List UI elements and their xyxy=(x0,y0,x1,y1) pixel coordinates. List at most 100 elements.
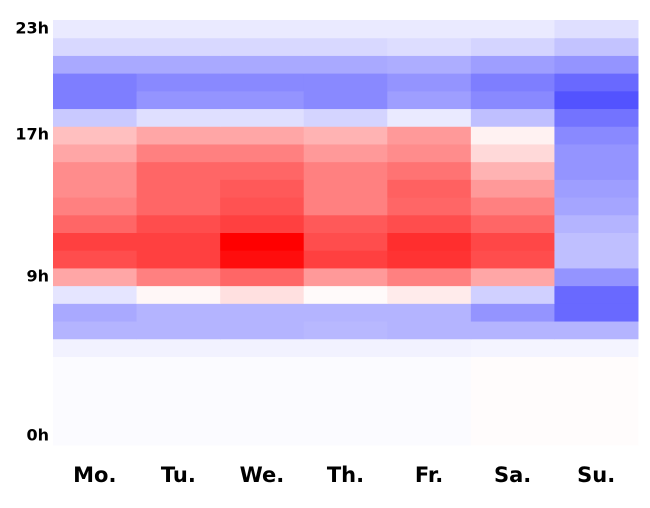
heat-cell xyxy=(303,126,388,145)
x-tick-label: Sa. xyxy=(494,463,531,487)
heat-cell xyxy=(303,232,388,251)
heat-cell xyxy=(220,267,305,287)
heat-cell xyxy=(554,267,639,287)
heat-cell xyxy=(554,214,639,233)
heat-cell xyxy=(554,20,639,39)
x-tick-label: Tu. xyxy=(161,463,196,487)
heat-cell xyxy=(554,356,639,375)
heat-cell xyxy=(136,285,221,304)
heat-cell xyxy=(136,179,221,198)
heat-cell xyxy=(470,356,555,375)
heat-cell xyxy=(220,250,305,269)
heat-cell xyxy=(220,37,305,56)
heat-cell xyxy=(470,232,555,251)
heat-cell xyxy=(303,338,388,357)
heat-cell xyxy=(136,303,221,322)
heat-cell xyxy=(554,73,639,92)
heat-cell xyxy=(220,20,305,39)
heat-cell xyxy=(554,391,639,411)
heat-cell xyxy=(53,90,138,110)
heat-cell xyxy=(136,267,221,287)
heat-cell xyxy=(554,108,639,127)
heat-cell xyxy=(53,427,138,446)
y-tick-label: 9h xyxy=(26,266,49,285)
heat-cell xyxy=(220,374,305,393)
heat-cell xyxy=(387,143,472,163)
heat-cell xyxy=(470,20,555,39)
heat-cell xyxy=(387,73,472,92)
heat-cell xyxy=(136,126,221,145)
heat-cell xyxy=(53,391,138,411)
heat-cell xyxy=(387,232,472,251)
heat-cell xyxy=(303,409,388,428)
heat-cell xyxy=(136,197,221,216)
heat-cell xyxy=(303,161,388,180)
heat-cell xyxy=(53,214,138,233)
heat-cell xyxy=(303,143,388,163)
heat-cell xyxy=(387,161,472,180)
heat-cell xyxy=(470,214,555,233)
heat-cell xyxy=(303,37,388,56)
heat-cell xyxy=(220,303,305,322)
heat-cell xyxy=(470,374,555,393)
heat-cell xyxy=(554,303,639,322)
heat-cell xyxy=(554,321,639,340)
heat-cell xyxy=(387,374,472,393)
heat-cell xyxy=(554,143,639,163)
heat-cell xyxy=(387,108,472,127)
heat-cell xyxy=(136,409,221,428)
heat-cell xyxy=(554,250,639,269)
heat-cell xyxy=(554,374,639,393)
heat-cell xyxy=(387,409,472,428)
heat-cell xyxy=(136,55,221,74)
heat-cell xyxy=(136,37,221,56)
heat-cell xyxy=(53,179,138,198)
heat-cell xyxy=(387,20,472,39)
heat-cell xyxy=(470,285,555,304)
heat-cell xyxy=(554,232,639,251)
heat-cell xyxy=(470,179,555,198)
heat-cell xyxy=(136,321,221,340)
heat-cell xyxy=(136,391,221,411)
heat-cell xyxy=(220,73,305,92)
heat-cell xyxy=(220,232,305,251)
heat-cell xyxy=(53,232,138,251)
heat-cell xyxy=(387,285,472,304)
heat-cell xyxy=(136,143,221,163)
heat-cell xyxy=(387,55,472,74)
heat-cell xyxy=(136,161,221,180)
heat-cell xyxy=(220,126,305,145)
heat-cell xyxy=(470,108,555,127)
heat-cell xyxy=(554,37,639,56)
heat-cell xyxy=(470,126,555,145)
heat-cell xyxy=(554,338,639,357)
heat-cell xyxy=(387,250,472,269)
heat-cell xyxy=(53,161,138,180)
heat-cell xyxy=(53,126,138,145)
heat-cell xyxy=(136,250,221,269)
heat-cell xyxy=(470,143,555,163)
heat-cell xyxy=(220,179,305,198)
heat-cell xyxy=(554,197,639,216)
heat-cell xyxy=(303,374,388,393)
heat-cell xyxy=(53,338,138,357)
heat-cell xyxy=(554,161,639,180)
heat-cell xyxy=(220,409,305,428)
heat-cell xyxy=(53,374,138,393)
heat-cell xyxy=(220,338,305,357)
heat-cell xyxy=(220,161,305,180)
heat-cell xyxy=(470,267,555,287)
heat-cell xyxy=(554,409,639,428)
heat-cell xyxy=(470,303,555,322)
heat-cell xyxy=(554,427,639,446)
heat-cell xyxy=(220,108,305,127)
heat-cell xyxy=(136,427,221,446)
heat-cell xyxy=(53,108,138,127)
x-tick-label: Mo. xyxy=(73,463,116,487)
heat-cell xyxy=(136,108,221,127)
heat-cell xyxy=(470,90,555,110)
heat-cell xyxy=(387,338,472,357)
heat-cell xyxy=(136,73,221,92)
heat-cell xyxy=(53,197,138,216)
heat-cell xyxy=(470,73,555,92)
